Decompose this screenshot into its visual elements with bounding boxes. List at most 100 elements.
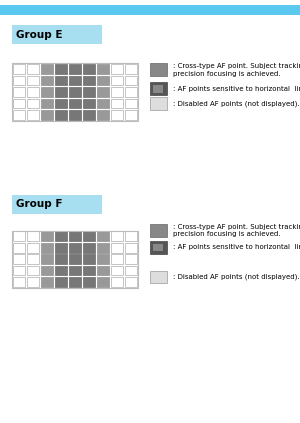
Bar — [150, 82, 166, 95]
Bar — [27, 277, 39, 287]
Bar — [27, 254, 39, 264]
Bar — [150, 224, 166, 237]
Bar — [83, 99, 95, 108]
Bar — [83, 87, 95, 97]
Bar — [125, 254, 137, 264]
Bar — [153, 244, 163, 251]
Text: : Cross-type AF point. Subject tracking is superior and high-
precision focusing: : Cross-type AF point. Subject tracking … — [172, 63, 300, 77]
Bar — [27, 76, 39, 85]
Bar — [69, 277, 81, 287]
Text: : AF points sensitive to horizontal  lines.: : AF points sensitive to horizontal line… — [172, 244, 300, 250]
Bar — [69, 76, 81, 85]
Bar — [97, 277, 109, 287]
Bar — [111, 99, 123, 108]
Bar — [55, 64, 67, 74]
Bar — [111, 76, 123, 85]
Bar — [97, 99, 109, 108]
Bar — [27, 99, 39, 108]
Bar — [41, 110, 53, 120]
Bar — [41, 277, 53, 287]
Bar — [13, 64, 25, 74]
Text: Group F: Group F — [16, 199, 63, 209]
Bar — [13, 76, 25, 85]
Bar — [69, 266, 81, 275]
Bar — [97, 231, 109, 241]
Bar — [111, 231, 123, 241]
Bar — [83, 266, 95, 275]
Bar — [55, 76, 67, 85]
Bar — [111, 87, 123, 97]
Bar — [41, 87, 53, 97]
Bar — [13, 266, 25, 275]
Bar — [83, 76, 95, 85]
Bar — [125, 231, 137, 241]
Text: : Disabled AF points (not displayed).: : Disabled AF points (not displayed). — [172, 274, 299, 280]
Bar — [97, 266, 109, 275]
Bar — [27, 231, 39, 241]
Bar — [41, 254, 53, 264]
Bar — [12, 195, 102, 214]
Bar — [27, 110, 39, 120]
Bar — [55, 277, 67, 287]
Text: : Cross-type AF point. Subject tracking is superior and high-
precision focusing: : Cross-type AF point. Subject tracking … — [172, 224, 300, 237]
Bar — [13, 99, 25, 108]
Text: : AF points sensitive to horizontal  lines.: : AF points sensitive to horizontal line… — [172, 86, 300, 92]
Bar — [55, 87, 67, 97]
Bar — [55, 110, 67, 120]
Bar — [150, 97, 166, 110]
Bar — [69, 99, 81, 108]
Bar — [13, 87, 25, 97]
Bar — [153, 85, 163, 93]
Bar — [111, 64, 123, 74]
Bar — [41, 231, 53, 241]
Bar — [150, 63, 166, 76]
Bar — [69, 110, 81, 120]
Bar — [13, 110, 25, 120]
Bar — [111, 254, 123, 264]
Bar — [111, 266, 123, 275]
Bar — [41, 99, 53, 108]
Bar — [111, 110, 123, 120]
Bar — [69, 64, 81, 74]
Bar — [150, 271, 166, 283]
Bar — [97, 87, 109, 97]
Bar — [150, 241, 166, 254]
Bar — [27, 266, 39, 275]
Bar — [125, 76, 137, 85]
Bar — [55, 266, 67, 275]
Bar — [41, 76, 53, 85]
Bar — [13, 254, 25, 264]
Bar — [125, 64, 137, 74]
Bar — [83, 277, 95, 287]
Bar — [111, 277, 123, 287]
Bar — [41, 266, 53, 275]
Bar — [69, 243, 81, 253]
Bar — [12, 63, 138, 121]
Bar — [55, 99, 67, 108]
Bar — [13, 231, 25, 241]
Bar — [97, 110, 109, 120]
Bar — [125, 99, 137, 108]
Bar — [55, 243, 67, 253]
Bar — [69, 87, 81, 97]
Text: : Disabled AF points (not displayed).: : Disabled AF points (not displayed). — [172, 100, 299, 107]
Bar — [83, 231, 95, 241]
Bar — [12, 25, 102, 44]
Bar — [0, 5, 300, 15]
Bar — [125, 266, 137, 275]
Bar — [83, 64, 95, 74]
Bar — [69, 254, 81, 264]
Bar — [83, 254, 95, 264]
Text: Group E: Group E — [16, 30, 63, 40]
Bar — [41, 243, 53, 253]
Bar — [125, 243, 137, 253]
Bar — [27, 243, 39, 253]
Bar — [27, 87, 39, 97]
Bar — [69, 231, 81, 241]
Bar — [27, 64, 39, 74]
Bar — [13, 277, 25, 287]
Bar — [13, 243, 25, 253]
Bar — [55, 254, 67, 264]
Bar — [97, 254, 109, 264]
Bar — [41, 64, 53, 74]
